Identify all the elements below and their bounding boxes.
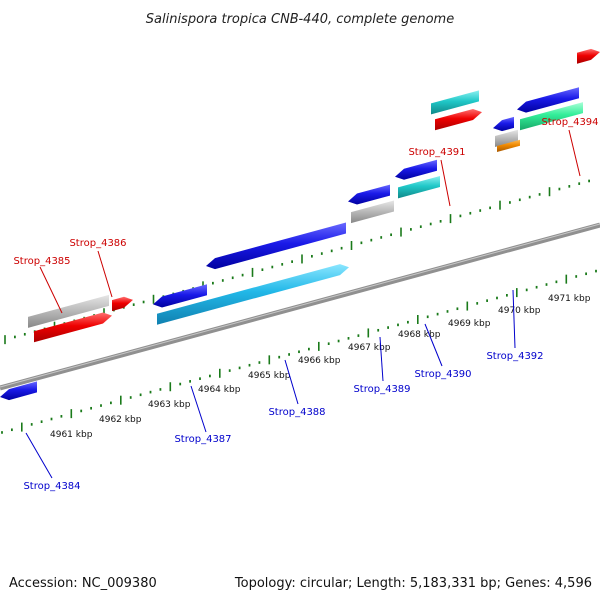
strop-4392-arrow[interactable] — [493, 116, 514, 132]
strop-4393-arrow[interactable] — [517, 87, 579, 113]
gene-label-strop-4390[interactable]: Strop_4390 — [414, 369, 471, 380]
kbp-label: 4968 kbp — [398, 330, 441, 340]
strop-4387b-arrow[interactable] — [157, 264, 349, 325]
leader-line — [284, 359, 299, 405]
kbp-label: 4970 kbp — [498, 306, 541, 316]
kbp-label: 4965 kbp — [248, 371, 291, 381]
gene-label-strop-4385[interactable]: Strop_4385 — [13, 256, 70, 267]
strop-4391-arrow[interactable] — [431, 90, 479, 115]
kbp-label: 4971 kbp — [548, 294, 591, 304]
kbp-label: 4967 kbp — [348, 343, 391, 353]
gene-label-strop-4388[interactable]: Strop_4388 — [268, 407, 325, 418]
genome-summary-text: Topology: circular; Length: 5,183,331 bp… — [234, 576, 592, 591]
kbp-label: 4963 kbp — [148, 400, 191, 410]
label-leaders — [25, 129, 581, 479]
leader-line — [440, 159, 451, 207]
strop-4392b-arrow[interactable] — [495, 129, 518, 147]
kbp-labels: 4961 kbp 4962 kbp 4963 kbp 4964 kbp 4965… — [50, 294, 591, 440]
leader-line — [379, 336, 384, 382]
map-title: Salinispora tropica CNB-440, complete ge… — [146, 12, 454, 27]
gene-label-strop-4391[interactable]: Strop_4391 — [408, 147, 465, 158]
strop-4390b-arrow[interactable] — [398, 176, 440, 199]
gene-label-strop-4392[interactable]: Strop_4392 — [486, 351, 543, 362]
leader-line — [25, 432, 53, 479]
strop-4392c-arrow[interactable] — [497, 139, 520, 152]
accession-text: Accession: NC_009380 — [9, 576, 157, 591]
gene-label-strop-4387[interactable]: Strop_4387 — [174, 434, 231, 445]
strop-4393b-arrow[interactable] — [520, 102, 583, 131]
leader-line — [190, 385, 207, 433]
gene-label-strop-4384[interactable]: Strop_4384 — [23, 481, 80, 492]
leader-line — [424, 323, 443, 367]
strop-4387-arrow[interactable] — [153, 284, 207, 308]
strop-4391b-arrow[interactable] — [435, 109, 482, 131]
gene-features — [0, 48, 600, 401]
kbp-label: 4964 kbp — [198, 385, 241, 395]
kbp-label: 4962 kbp — [99, 415, 142, 425]
strop-4386-arrow[interactable] — [112, 296, 133, 312]
strop-4385-arrow[interactable] — [28, 294, 109, 328]
gene-label-strop-4389[interactable]: Strop_4389 — [353, 384, 410, 395]
leader-line — [568, 129, 581, 177]
strop-4389b-arrow[interactable] — [351, 200, 394, 224]
genome-backbone-highlight — [0, 223, 600, 388]
leader-line — [97, 250, 113, 298]
strop-4388-arrow[interactable] — [206, 222, 346, 270]
strop-4389-arrow[interactable] — [348, 184, 390, 205]
strop-4385b-arrow[interactable] — [34, 312, 112, 343]
gene-label-strop-4386[interactable]: Strop_4386 — [69, 238, 126, 249]
kbp-label: 4961 kbp — [50, 430, 93, 440]
gene-label-strop-4394[interactable]: Strop_4394 — [541, 117, 598, 128]
leader-line — [512, 289, 516, 349]
gene-labels: Strop_4385 Strop_4386 Strop_4391 Strop_4… — [13, 117, 598, 492]
strop-4394-arrow[interactable] — [577, 48, 600, 64]
strop-4390-arrow[interactable] — [395, 159, 437, 180]
leader-line — [39, 266, 63, 314]
genome-backbone — [0, 222, 600, 391]
kbp-label: 4969 kbp — [448, 319, 491, 329]
strop-4384-arrow[interactable] — [0, 381, 37, 401]
kbp-label: 4966 kbp — [298, 356, 341, 366]
